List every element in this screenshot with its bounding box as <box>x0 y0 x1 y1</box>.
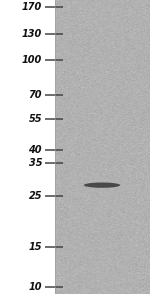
Text: 40: 40 <box>28 145 42 155</box>
Text: 25: 25 <box>28 191 42 201</box>
Text: 55: 55 <box>28 113 42 123</box>
Text: 70: 70 <box>28 90 42 100</box>
Polygon shape <box>84 183 120 188</box>
Text: 170: 170 <box>22 2 42 12</box>
Text: 10: 10 <box>28 282 42 292</box>
Text: 15: 15 <box>28 242 42 252</box>
Bar <box>0 0 55 294</box>
Text: 35: 35 <box>28 158 42 168</box>
Text: 100: 100 <box>22 55 42 65</box>
Text: 130: 130 <box>22 29 42 39</box>
